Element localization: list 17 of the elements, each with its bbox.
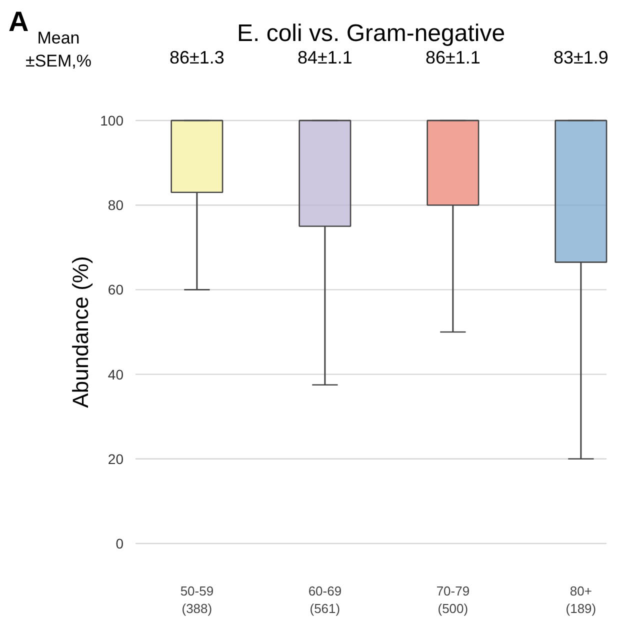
chart-title: E. coli vs. Gram-negative bbox=[236, 20, 506, 47]
y-tick-label: 40 bbox=[108, 366, 124, 382]
text: 83±1.9 bbox=[553, 48, 608, 68]
text: 86±1.1 bbox=[425, 48, 480, 68]
y-tick-label: 100 bbox=[100, 112, 124, 128]
y-tick-label: 20 bbox=[108, 450, 124, 467]
x-tick-label: 50-59 (388) bbox=[180, 584, 214, 616]
text: A bbox=[8, 6, 29, 37]
text: 86±1.3 bbox=[169, 48, 224, 68]
y-axis-title: Abundance (%) bbox=[68, 256, 93, 408]
x-tick-label: 80+ (189) bbox=[566, 584, 596, 616]
text: 84±1.1 bbox=[297, 48, 352, 68]
y-tick-label: 80 bbox=[108, 197, 124, 214]
y-tick-label: 60 bbox=[108, 282, 124, 298]
x-tick-label: 70-79 (500) bbox=[436, 584, 470, 616]
y-tick-label: 0 bbox=[116, 536, 124, 552]
x-tick-label: 60-69 (561) bbox=[308, 584, 342, 616]
